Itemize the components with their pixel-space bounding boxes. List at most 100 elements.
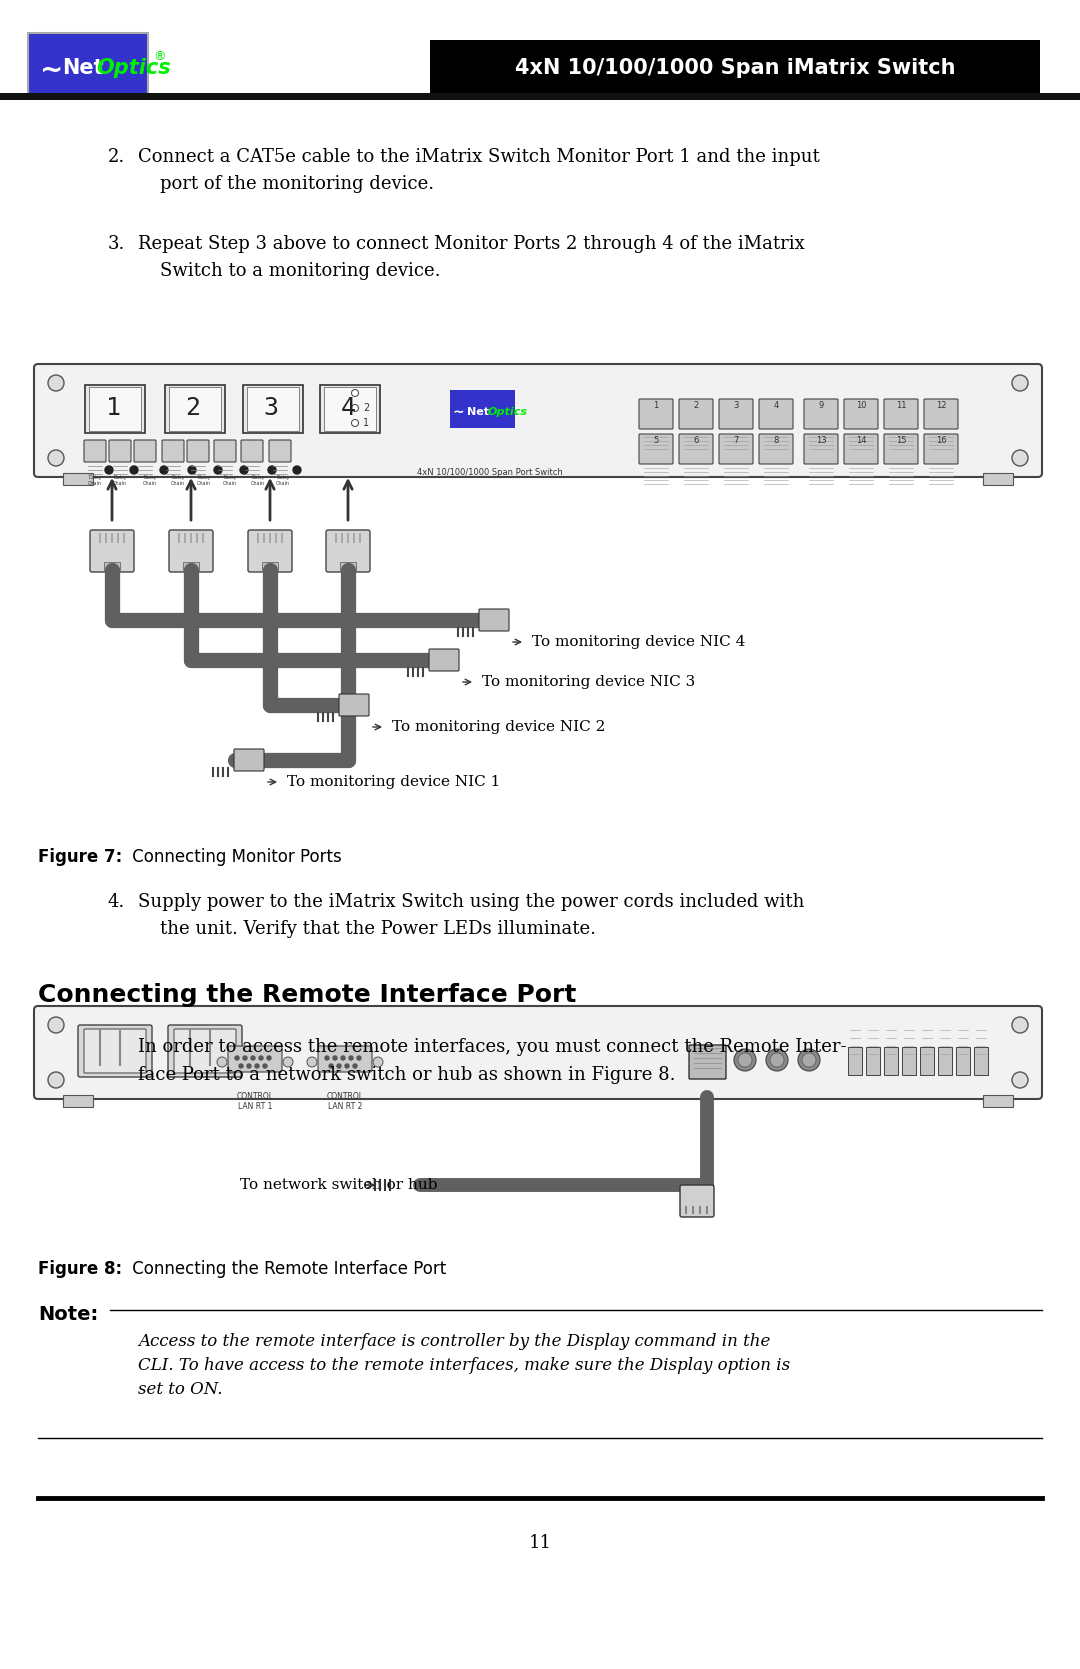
Bar	[183, 562, 199, 571]
Text: Daisy
Chain: Daisy Chain	[197, 476, 211, 486]
Text: Net: Net	[62, 58, 104, 78]
Circle shape	[268, 466, 276, 474]
FancyBboxPatch shape	[174, 1030, 237, 1073]
FancyBboxPatch shape	[228, 1046, 282, 1071]
Bar	[247, 387, 299, 431]
Circle shape	[48, 451, 64, 466]
Text: CLI. To have access to the remote interfaces, make sure the Display option is: CLI. To have access to the remote interf…	[138, 1357, 791, 1374]
FancyBboxPatch shape	[84, 1030, 146, 1073]
FancyBboxPatch shape	[214, 441, 237, 462]
FancyBboxPatch shape	[719, 434, 753, 464]
Text: Daisy
Chain: Daisy Chain	[251, 476, 265, 486]
Text: Connecting Monitor Ports: Connecting Monitor Ports	[127, 848, 341, 866]
Bar	[165, 386, 225, 432]
Bar	[262, 562, 278, 571]
Bar	[983, 472, 1013, 486]
FancyBboxPatch shape	[33, 364, 1042, 477]
FancyBboxPatch shape	[134, 441, 156, 462]
FancyBboxPatch shape	[804, 434, 838, 464]
FancyBboxPatch shape	[843, 399, 878, 429]
Bar	[920, 1046, 934, 1075]
FancyBboxPatch shape	[639, 434, 673, 464]
Bar	[848, 1046, 862, 1075]
FancyBboxPatch shape	[924, 434, 958, 464]
FancyBboxPatch shape	[480, 609, 509, 631]
Circle shape	[345, 1065, 349, 1068]
FancyBboxPatch shape	[885, 434, 918, 464]
Circle shape	[105, 466, 113, 474]
Circle shape	[329, 1065, 333, 1068]
Circle shape	[160, 466, 168, 474]
Text: 11: 11	[528, 1534, 552, 1552]
Text: 2: 2	[186, 396, 201, 421]
Text: set to ON.: set to ON.	[138, 1380, 222, 1399]
Bar	[168, 387, 221, 431]
FancyBboxPatch shape	[719, 399, 753, 429]
Circle shape	[217, 1056, 227, 1066]
Text: Daisy
Chain: Daisy Chain	[222, 476, 237, 486]
FancyBboxPatch shape	[33, 1006, 1042, 1098]
Circle shape	[214, 466, 222, 474]
Text: 14: 14	[855, 436, 866, 446]
Bar	[28, 33, 148, 95]
Text: 2: 2	[363, 402, 369, 412]
Bar	[340, 562, 356, 571]
Bar	[0, 93, 1080, 100]
Circle shape	[373, 1056, 383, 1066]
Text: Optics: Optics	[96, 58, 171, 78]
Circle shape	[130, 466, 138, 474]
Text: To network switch or hub: To network switch or hub	[240, 1178, 437, 1192]
Text: ∼: ∼	[40, 57, 64, 83]
Text: Access to the remote interface is controller by the Display command in the: Access to the remote interface is contro…	[138, 1334, 770, 1350]
Text: Note:: Note:	[38, 1305, 98, 1324]
FancyBboxPatch shape	[429, 649, 459, 671]
Text: 8: 8	[773, 436, 779, 446]
Text: 7: 7	[733, 436, 739, 446]
Circle shape	[1012, 1071, 1028, 1088]
Text: Daisy
Chain: Daisy Chain	[171, 476, 185, 486]
Bar	[956, 1046, 970, 1075]
Text: Net: Net	[467, 407, 489, 417]
Bar	[866, 1046, 880, 1075]
FancyBboxPatch shape	[679, 399, 713, 429]
FancyBboxPatch shape	[804, 399, 838, 429]
Circle shape	[251, 1056, 255, 1060]
Circle shape	[351, 419, 359, 427]
Text: Connect a CAT5e cable to the iMatrix Switch Monitor Port 1 and the input: Connect a CAT5e cable to the iMatrix Swi…	[138, 149, 820, 165]
Circle shape	[337, 1065, 341, 1068]
Text: CONTROL
LAN RT 2: CONTROL LAN RT 2	[326, 1092, 364, 1112]
FancyBboxPatch shape	[84, 441, 106, 462]
Circle shape	[351, 389, 359, 397]
Circle shape	[1012, 1016, 1028, 1033]
Bar	[885, 1046, 897, 1075]
Bar	[104, 562, 120, 571]
FancyBboxPatch shape	[843, 434, 878, 464]
Circle shape	[333, 1056, 337, 1060]
Bar	[63, 1095, 93, 1107]
Text: Supply power to the iMatrix Switch using the power cords included with: Supply power to the iMatrix Switch using…	[138, 893, 805, 911]
Circle shape	[349, 1056, 353, 1060]
Text: To monitoring device NIC 3: To monitoring device NIC 3	[482, 674, 696, 689]
FancyBboxPatch shape	[885, 399, 918, 429]
Circle shape	[293, 466, 301, 474]
Circle shape	[770, 1053, 784, 1066]
FancyBboxPatch shape	[248, 531, 292, 572]
Text: Daisy
Chain: Daisy Chain	[143, 476, 157, 486]
Text: 4: 4	[340, 396, 355, 421]
Circle shape	[247, 1065, 251, 1068]
Text: 9: 9	[819, 401, 824, 411]
FancyBboxPatch shape	[759, 434, 793, 464]
FancyBboxPatch shape	[162, 441, 184, 462]
Circle shape	[243, 1056, 247, 1060]
Circle shape	[239, 1065, 243, 1068]
Circle shape	[1012, 451, 1028, 466]
Bar	[974, 1046, 988, 1075]
Text: 1: 1	[106, 396, 121, 421]
FancyBboxPatch shape	[78, 1025, 152, 1077]
Circle shape	[1012, 376, 1028, 391]
Bar	[430, 40, 1040, 95]
FancyBboxPatch shape	[109, 441, 131, 462]
Bar	[450, 391, 515, 427]
FancyBboxPatch shape	[639, 399, 673, 429]
Text: face Port to a network switch or hub as shown in Figure 8.: face Port to a network switch or hub as …	[138, 1066, 675, 1083]
